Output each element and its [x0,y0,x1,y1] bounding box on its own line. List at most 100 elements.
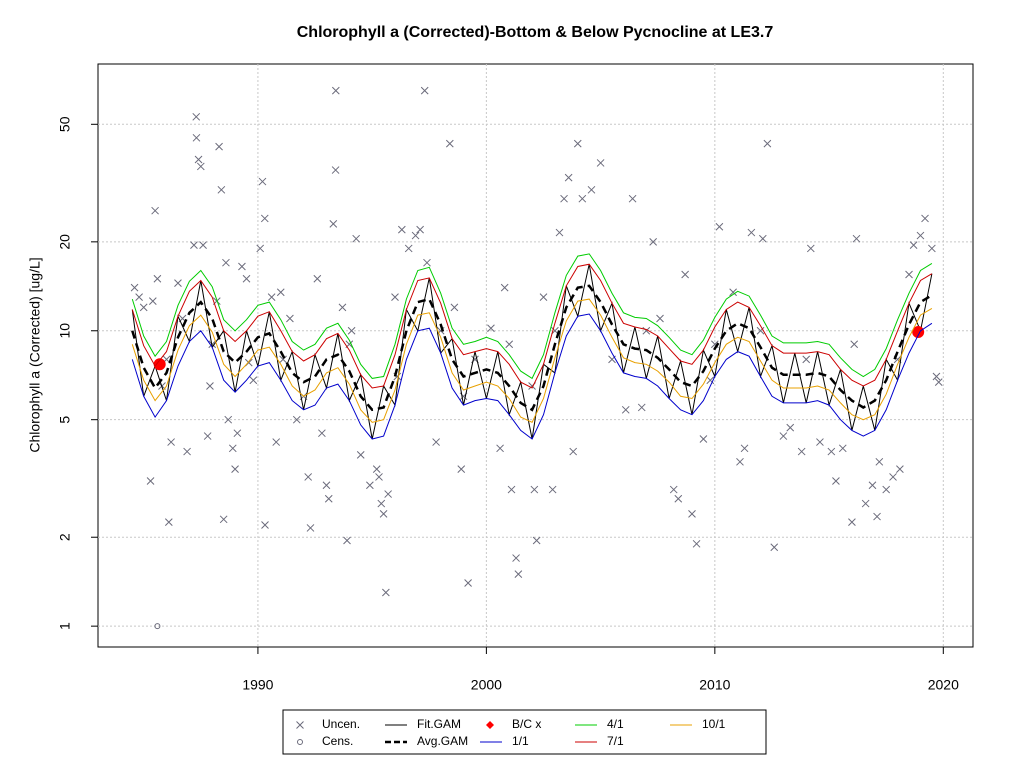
data-point [827,447,836,456]
data-point [192,112,201,121]
data-point [318,429,326,438]
data-point [674,494,683,503]
data-point [228,444,237,453]
data-point [194,155,203,164]
data-point [909,241,918,249]
data-point [397,225,406,234]
data-point [167,438,175,446]
plot-frame [97,63,974,648]
chart-title: Chlorophyll a (Corrected)-Bottom & Below… [297,24,774,41]
legend-label: Cens. [322,734,353,748]
data-point [233,429,242,438]
data-point [621,405,630,414]
data-point [649,237,658,246]
data-point [306,524,315,532]
data-point [258,177,267,186]
data-point [873,512,881,521]
data-point [548,485,557,494]
data-point [215,142,223,151]
data-point [530,485,539,494]
data-point [514,570,523,578]
x-tick-label: 2000 [471,677,502,693]
data-point [196,162,205,171]
data-point [261,521,269,529]
data-point [331,166,340,174]
series-line [131,298,933,423]
data-point [786,423,795,432]
data-point [222,258,230,267]
data-point [564,173,573,182]
data-point [450,303,459,312]
data-point [372,465,381,474]
data-point [868,481,877,490]
data-point [573,139,582,148]
data-point [384,490,392,498]
data-point [174,279,182,287]
y-tick-label: 50 [57,116,73,132]
data-point [148,297,157,305]
data-point [416,225,424,234]
data-point [192,133,201,142]
legend-symbol [296,721,304,729]
data-point [219,515,228,524]
data-point [932,372,941,381]
legend-symbol [486,721,494,729]
data-point [292,415,301,424]
data-point [905,270,913,279]
data-point [146,477,155,485]
data-point [404,244,413,253]
data-point [532,536,541,545]
data-point [199,241,207,249]
x-tick-label: 2010 [699,677,730,693]
legend-label: 1/1 [512,734,529,748]
y-tick-label: 10 [57,323,73,339]
data-point [203,432,212,440]
data-point [770,543,779,552]
data-point [464,579,472,587]
data-point [242,274,251,283]
data-point [420,86,429,95]
legend-label: 7/1 [607,734,624,748]
data-point [276,288,285,297]
data-point [286,314,294,323]
data-point [779,432,788,440]
data-point [208,340,217,349]
data-point [912,326,925,339]
data-point [352,234,361,243]
legend-symbol [297,739,303,745]
data-point [560,194,568,203]
data-point [852,234,861,243]
data-point [445,139,454,148]
legend-box [282,709,767,755]
data-point [322,481,331,490]
data-point [304,473,313,481]
data-point [596,159,605,167]
data-point [279,355,287,364]
data-point [916,231,925,240]
data-point [496,444,504,453]
data-point [366,481,374,490]
data-point [681,270,689,279]
data-point [699,435,708,443]
data-point [802,355,811,364]
data-point [379,509,388,518]
legend-label: B/C x [512,717,541,731]
data-point [758,234,767,243]
data-point [850,340,859,349]
y-tick-label: 20 [57,234,73,250]
data-point [500,283,509,292]
data-point [343,536,351,545]
x-tick-label: 2020 [928,677,959,693]
data-point [587,185,596,194]
series-line [131,313,933,440]
data-point [816,438,824,446]
data-point [324,494,333,503]
data-point [272,438,281,446]
data-point [338,303,347,312]
data-point [628,194,637,203]
data-point [356,451,365,459]
data-point [706,376,715,385]
data-point [154,623,161,630]
data-point [512,554,520,562]
data-point [375,473,383,481]
